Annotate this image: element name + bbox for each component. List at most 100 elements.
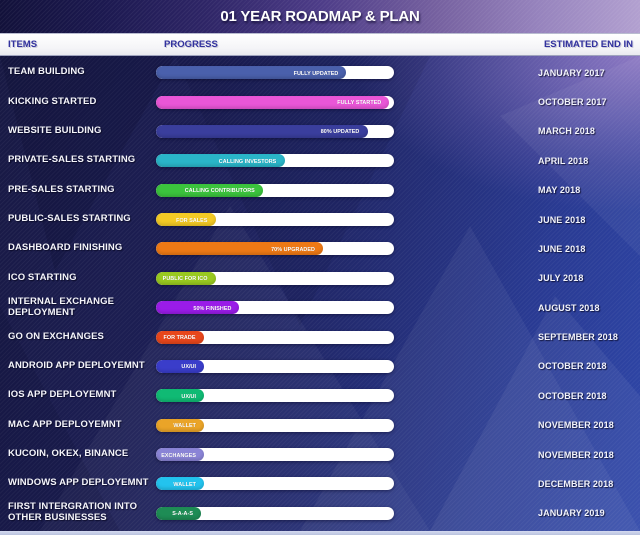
roadmap-row: INTERNAL EXCHANGE DEPLOYMENT 50% FINISHE… <box>0 293 640 322</box>
progress-fill: 50% FINISHED <box>156 301 240 315</box>
progress-track: 70% UPGRADED <box>156 242 394 256</box>
column-header-progress: PROGRESS <box>164 39 218 50</box>
progress-track: FULLY STARTED <box>156 95 394 109</box>
roadmap-row: FIRST INTERGRATION INTO OTHER BUSINESSES… <box>0 499 640 528</box>
item-label: DASHBOARD FINISHING <box>8 242 123 254</box>
bottom-edge-strip <box>0 531 640 535</box>
estimated-end-label: JUNE 2018 <box>538 243 586 254</box>
progress-cell: WALLET <box>156 477 402 491</box>
progress-fill: 80% UPDATED <box>156 124 368 138</box>
item-label: WINDOWS APP DEPLOYEMNT <box>8 477 149 489</box>
progress-label: CALLING CONTRIBUTORS <box>185 187 256 194</box>
estimated-end-label: JANUARY 2019 <box>538 508 605 519</box>
roadmap-row: WINDOWS APP DEPLOYEMNT WALLET DECEMBER 2… <box>0 469 640 498</box>
progress-cell: CALLING CONTRIBUTORS <box>156 183 402 197</box>
progress-cell: FOR TRADE <box>156 330 402 344</box>
estimated-end-label: DECEMBER 2018 <box>538 478 614 489</box>
item-label: PRIVATE-SALES STARTING <box>8 154 136 166</box>
progress-label: UX/UI <box>180 363 196 370</box>
estimated-end-label: JANUARY 2017 <box>538 67 605 78</box>
progress-track: WALLET <box>156 418 394 432</box>
estimated-end-label: JUNE 2018 <box>538 214 586 225</box>
estimated-end-label: NOVEMBER 2018 <box>538 420 614 431</box>
progress-track: 80% UPDATED <box>156 124 394 138</box>
item-label: MAC APP DEPLOYEMNT <box>8 418 122 430</box>
item-label: GO ON EXCHANGES <box>8 330 104 342</box>
progress-track: 50% FINISHED <box>156 301 394 315</box>
estimated-end-label: OCTOBER 2018 <box>538 390 607 401</box>
progress-track: FOR TRADE <box>156 330 394 344</box>
progress-track: EXCHANGES <box>156 448 394 462</box>
progress-label: UX/UI <box>180 392 196 399</box>
roadmap-row: ANDROID APP DEPLOYEMNT UX/UI OCTOBER 201… <box>0 352 640 381</box>
roadmap-row: DASHBOARD FINISHING 70% UPGRADED JUNE 20… <box>0 234 640 263</box>
item-label: KICKING STARTED <box>8 95 97 107</box>
progress-cell: 50% FINISHED <box>156 301 402 315</box>
roadmap-row: IOS APP DEPLOYEMNT UX/UI OCTOBER 2018 <box>0 381 640 410</box>
progress-label: CALLING INVESTORS <box>218 157 277 164</box>
progress-track: CALLING CONTRIBUTORS <box>156 183 394 197</box>
progress-cell: 70% UPGRADED <box>156 242 402 256</box>
progress-fill: CALLING CONTRIBUTORS <box>156 183 264 197</box>
progress-track: S-A-A-S <box>156 506 394 520</box>
progress-label: 70% UPGRADED <box>270 245 315 252</box>
progress-fill: UX/UI <box>156 359 204 373</box>
page-title: 01 YEAR ROADMAP & PLAN <box>220 8 420 25</box>
progress-fill: FOR TRADE <box>156 330 204 344</box>
column-header-estimated-end: ESTIMATED END IN <box>543 39 633 50</box>
roadmap-row: KICKING STARTED FULLY STARTED OCTOBER 20… <box>0 87 640 116</box>
item-label: IOS APP DEPLOYEMNT <box>8 389 117 401</box>
progress-fill: UX/UI <box>156 389 204 403</box>
progress-label: WALLET <box>173 422 196 429</box>
roadmap-row: MAC APP DEPLOYEMNT WALLET NOVEMBER 2018 <box>0 411 640 440</box>
progress-cell: EXCHANGES <box>156 448 402 462</box>
progress-track: UX/UI <box>156 359 394 373</box>
progress-label: FULLY STARTED <box>337 99 382 106</box>
estimated-end-label: SEPTEMBER 2018 <box>538 332 618 343</box>
progress-cell: 80% UPDATED <box>156 124 402 138</box>
progress-label: WALLET <box>173 480 196 487</box>
progress-cell: CALLING INVESTORS <box>156 154 402 168</box>
roadmap-row: ICO STARTING PUBLIC FOR ICO JULY 2018 <box>0 264 640 293</box>
roadmap-rows: TEAM BUILDING FULLY UPDATED JANUARY 2017… <box>0 56 640 531</box>
roadmap-row: WEBSITE BUILDING 80% UPDATED MARCH 2018 <box>0 117 640 146</box>
item-label: KUCOIN, OKEX, BINANCE <box>8 448 129 460</box>
estimated-end-label: APRIL 2018 <box>538 155 589 166</box>
progress-cell: UX/UI <box>156 359 402 373</box>
column-header-row: ITEMS PROGRESS ESTIMATED END IN <box>0 33 640 56</box>
progress-cell: FULLY UPDATED <box>156 66 402 80</box>
progress-fill: CALLING INVESTORS <box>156 154 285 168</box>
progress-fill: FOR SALES <box>156 213 216 227</box>
roadmap-row: PUBLIC-SALES STARTING FOR SALES JUNE 201… <box>0 205 640 234</box>
progress-track: FULLY UPDATED <box>156 66 394 80</box>
progress-cell: UX/UI <box>156 389 402 403</box>
title-band: 01 YEAR ROADMAP & PLAN <box>0 0 640 33</box>
progress-track: CALLING INVESTORS <box>156 154 394 168</box>
item-label: WEBSITE BUILDING <box>8 124 102 136</box>
progress-track: WALLET <box>156 477 394 491</box>
progress-label: S-A-A-S <box>172 510 194 517</box>
estimated-end-label: AUGUST 2018 <box>538 302 600 313</box>
progress-label: 50% FINISHED <box>193 304 232 311</box>
estimated-end-label: MARCH 2018 <box>538 126 596 137</box>
item-label: PRE-SALES STARTING <box>8 183 115 195</box>
progress-track: UX/UI <box>156 389 394 403</box>
progress-cell: PUBLIC FOR ICO <box>156 271 402 285</box>
progress-cell: FULLY STARTED <box>156 95 402 109</box>
progress-fill: WALLET <box>156 418 204 432</box>
roadmap-row: PRIVATE-SALES STARTING CALLING INVESTORS… <box>0 146 640 175</box>
progress-fill: FULLY UPDATED <box>156 66 347 80</box>
progress-label: FOR TRADE <box>163 334 196 341</box>
roadmap-row: PRE-SALES STARTING CALLING CONTRIBUTORS … <box>0 176 640 205</box>
progress-label: PUBLIC FOR ICO <box>162 275 208 282</box>
progress-label: 80% UPDATED <box>321 128 360 135</box>
estimated-end-label: OCTOBER 2018 <box>538 361 607 372</box>
estimated-end-label: MAY 2018 <box>538 185 581 196</box>
progress-fill: EXCHANGES <box>156 448 204 462</box>
column-header-items: ITEMS <box>8 39 38 50</box>
roadmap-body: TEAM BUILDING FULLY UPDATED JANUARY 2017… <box>0 56 640 531</box>
progress-track: PUBLIC FOR ICO <box>156 271 394 285</box>
item-label: FIRST INTERGRATION INTO OTHER BUSINESSES <box>8 501 138 524</box>
progress-track: FOR SALES <box>156 213 394 227</box>
